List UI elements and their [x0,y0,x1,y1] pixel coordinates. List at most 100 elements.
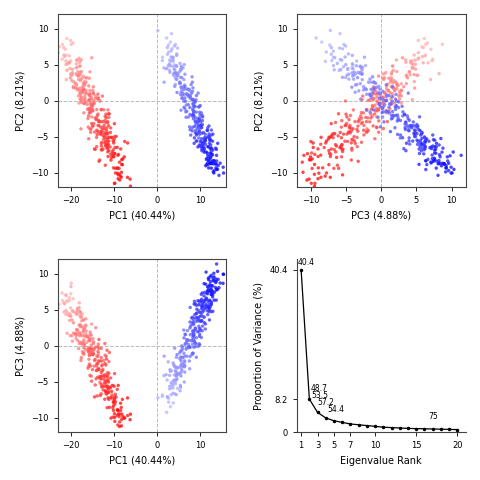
Point [89,107,97,115]
Point [367,94,375,102]
Point [93,131,101,139]
Point [192,334,200,342]
Point [378,104,386,111]
Point [173,51,180,59]
Point [109,137,117,145]
Point [345,129,352,137]
Point [375,99,383,107]
Point [213,166,220,173]
Point [207,150,215,158]
Point [186,343,193,350]
Point [80,99,88,107]
Point [172,372,180,380]
Point [73,310,81,318]
Point [358,66,366,74]
Point [370,106,378,114]
Point [357,62,364,70]
Point [344,137,351,145]
Point [188,73,196,81]
Point [65,312,72,319]
Point [97,128,105,135]
Point [75,59,83,67]
Point [191,298,198,305]
Point [108,391,116,399]
Point [343,113,351,121]
Point [375,129,383,136]
Point [200,307,207,315]
Point [365,78,372,86]
Point [396,88,404,96]
Point [115,410,123,418]
Point [204,283,212,290]
Point [197,118,204,126]
Point [405,137,413,145]
Point [435,159,443,167]
Point [326,133,334,141]
Point [438,185,446,193]
Point [63,309,71,316]
Point [164,44,171,51]
Point [204,127,211,134]
Point [176,363,183,371]
Point [89,350,97,358]
Point [374,106,382,113]
Point [418,141,425,149]
Point [87,372,95,380]
Point [80,326,87,334]
Point [207,164,215,172]
Point [332,119,339,126]
Point [338,145,346,153]
Point [177,66,185,74]
Point [383,107,390,114]
Point [436,160,444,168]
Point [102,377,110,385]
Point [404,115,412,122]
Point [380,99,387,107]
Point [199,289,206,297]
Point [198,334,205,341]
Point [84,345,92,353]
Point [95,157,103,165]
Point [338,45,346,53]
Point [109,404,117,411]
Point [164,50,171,58]
Point [212,164,220,172]
Point [66,52,73,60]
Point [205,305,213,312]
Point [311,182,318,190]
Point [84,106,92,113]
Point [198,317,206,324]
Point [127,182,134,190]
Point [88,348,96,356]
Point [109,382,117,389]
Point [63,51,71,59]
Point [206,297,214,305]
Point [216,159,224,167]
Point [95,345,103,352]
Point [345,50,352,58]
Point [181,368,189,376]
Point [202,300,210,308]
Point [348,156,355,164]
Point [94,95,102,103]
Point [165,395,172,402]
Point [429,55,437,63]
Point [391,99,398,107]
Point [201,304,209,312]
Point [177,88,185,96]
Point [201,288,208,296]
Point [338,141,346,148]
Point [195,103,203,111]
Point [383,85,390,93]
Point [177,361,185,369]
Point [101,372,108,380]
Point [172,380,180,388]
Point [386,128,394,135]
Point [192,137,200,145]
Point [98,128,106,135]
Point [105,122,112,130]
Point [80,336,88,344]
Point [398,87,406,95]
Point [114,169,121,177]
Point [180,349,188,357]
